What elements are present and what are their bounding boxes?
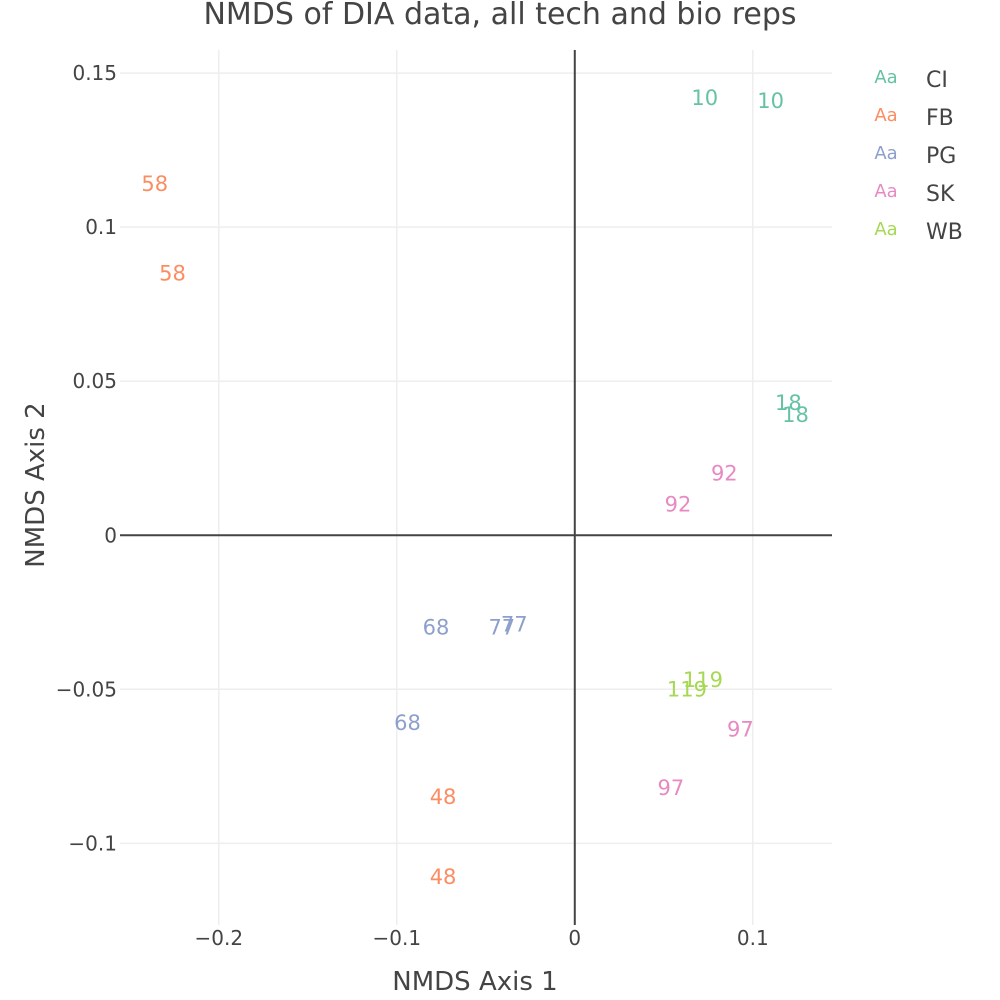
legend-swatch-sk: Aa <box>874 181 897 202</box>
legend-label-pg: PG <box>926 144 956 169</box>
point-label-ci: 10 <box>691 86 718 110</box>
legend-swatch-ci: Aa <box>874 67 897 88</box>
point-label-pg: 68 <box>394 711 421 735</box>
point-label-wb: 119 <box>667 677 707 701</box>
point-label-fb: 58 <box>159 261 186 285</box>
legend-swatch-wb: Aa <box>874 219 897 240</box>
legend-label-ci: CI <box>926 68 948 93</box>
y-tick-label: 0.1 <box>85 215 117 239</box>
legend-swatch-fb: Aa <box>874 105 897 126</box>
y-axis-title: NMDS Axis 2 <box>21 402 51 567</box>
y-tick-label: 0.15 <box>72 61 117 85</box>
chart-title: NMDS of DIA data, all tech and bio reps <box>203 0 796 32</box>
point-label-pg: 77 <box>488 616 515 640</box>
x-axis-ticks: −0.2 −0.1 0 0.1 <box>195 926 769 950</box>
legend: Aa CI Aa FB Aa PG Aa SK Aa WB <box>874 67 963 245</box>
x-tick-label: −0.2 <box>195 926 244 950</box>
x-tick-label: −0.1 <box>373 926 422 950</box>
y-axis-ticks: −0.1 −0.05 0 0.05 0.1 0.15 <box>56 61 117 855</box>
point-label-ci: 18 <box>775 391 802 415</box>
point-label-sk: 92 <box>665 492 692 516</box>
point-label-sk: 92 <box>711 462 738 486</box>
legend-label-sk: SK <box>926 182 955 207</box>
y-tick-label: −0.05 <box>56 677 117 701</box>
zero-lines <box>120 50 832 925</box>
point-label-fb: 48 <box>430 865 457 889</box>
point-label-fb: 58 <box>141 172 168 196</box>
point-label-fb: 48 <box>430 785 457 809</box>
point-label-pg: 68 <box>423 616 450 640</box>
x-tick-label: 0 <box>568 926 581 950</box>
point-label-sk: 97 <box>727 717 754 741</box>
point-label-pg: 77 <box>501 613 528 637</box>
x-axis-title: NMDS Axis 1 <box>392 967 557 997</box>
legend-label-fb: FB <box>926 106 954 131</box>
point-label-ci: 10 <box>757 89 784 113</box>
y-tick-label: 0.05 <box>72 369 117 393</box>
point-label-wb: 119 <box>683 668 723 692</box>
y-tick-label: −0.1 <box>68 831 117 855</box>
point-label-ci: 18 <box>782 403 809 427</box>
y-tick-label: 0 <box>104 523 117 547</box>
legend-swatch-pg: Aa <box>874 143 897 164</box>
point-label-sk: 97 <box>658 776 685 800</box>
x-tick-label: 0.1 <box>737 926 769 950</box>
grid-layer <box>120 50 832 925</box>
legend-label-wb: WB <box>926 220 963 245</box>
